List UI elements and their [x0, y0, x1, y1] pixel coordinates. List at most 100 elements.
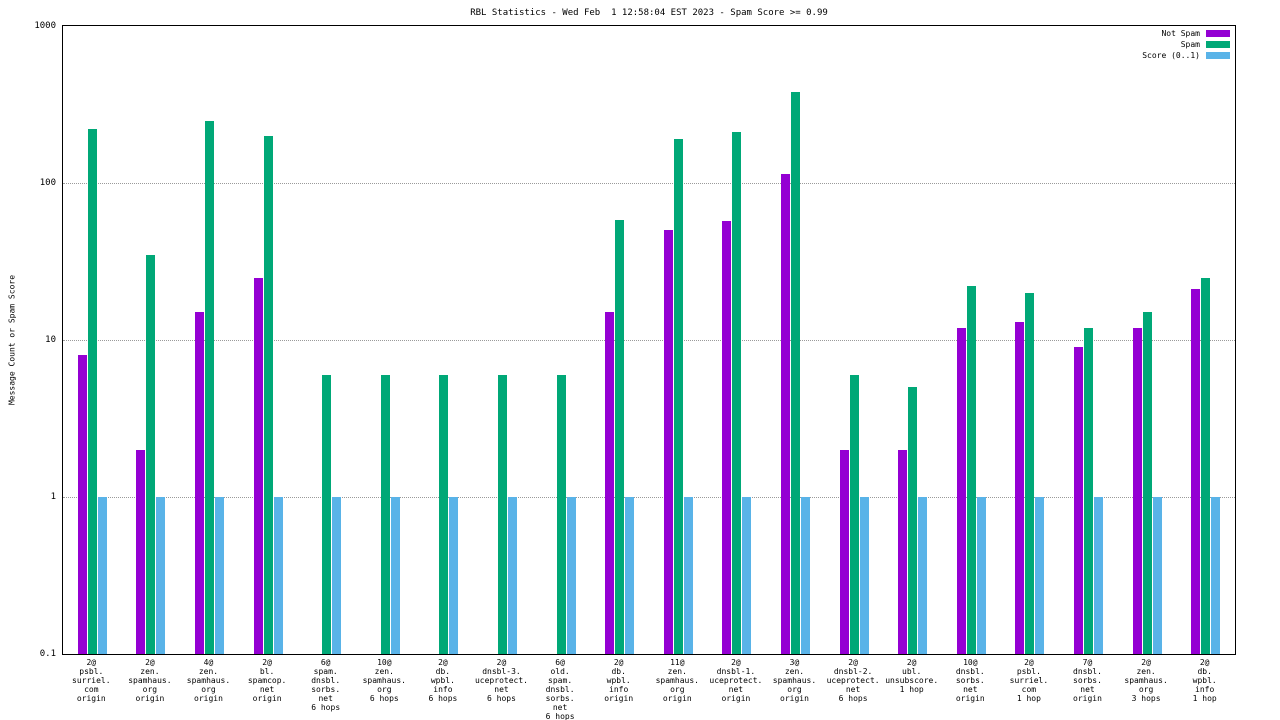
- x-axis-label-line: 2@: [496, 658, 507, 667]
- bar-not-spam: [1015, 322, 1025, 654]
- x-axis-label-line: db.: [611, 667, 626, 676]
- bar-spam: [1084, 327, 1093, 654]
- x-axis-category-label: 2@ psbl. surriel. com 1 hop: [1000, 658, 1059, 703]
- bar-not-spam: [898, 449, 908, 654]
- bar-spam: [732, 132, 742, 654]
- x-axis-label-line: net: [552, 703, 568, 712]
- bar-spam: [498, 374, 507, 654]
- x-axis-label-line: psbl.: [1016, 667, 1041, 676]
- x-axis-label-line: org: [377, 685, 392, 694]
- x-axis-category-label: 2@ zen. spamhaus. org origin: [121, 658, 180, 703]
- bar-score-0-1: [918, 497, 928, 654]
- x-axis-category-label: 2@ db. wpbl. info 1 hop: [1175, 658, 1234, 703]
- x-axis-label-line: zen.: [374, 667, 394, 676]
- x-axis-label-line: wpbl.: [1192, 676, 1217, 685]
- x-axis-label-line: surriel.: [72, 676, 111, 685]
- x-axis-label-line: 2@: [906, 658, 917, 667]
- x-axis-category-label: 3@ zen. spamhaus. org origin: [765, 658, 824, 703]
- bar-spam: [966, 286, 976, 654]
- bar-not-spam: [77, 355, 87, 654]
- bar-not-spam: [1191, 289, 1201, 654]
- x-axis-category-label: 2@ dnsbl-1. uceprotect. net origin: [707, 658, 766, 703]
- x-axis-label-line: com: [84, 685, 99, 694]
- x-axis-label-line: com: [1021, 685, 1037, 694]
- x-axis-label-line: 4@: [203, 658, 214, 667]
- legend: Not Spam Spam Score (0..1): [1142, 29, 1230, 60]
- x-axis-label-line: spamhaus.: [186, 676, 231, 685]
- x-axis-label-line: bl.: [259, 667, 275, 676]
- x-axis-label-line: zen.: [784, 667, 805, 676]
- bar-score-0-1: [1211, 497, 1221, 654]
- x-axis-label-line: net: [728, 685, 744, 694]
- bar-spam: [791, 92, 800, 654]
- x-axis-label-line: surriel.: [1009, 676, 1049, 685]
- x-axis-label-line: net: [845, 685, 861, 694]
- bar-spam: [205, 120, 214, 654]
- bar-score-0-1: [156, 497, 166, 654]
- bar-score-0-1: [683, 497, 693, 654]
- bar-score-0-1: [1035, 497, 1045, 654]
- bar-score-0-1: [332, 497, 342, 654]
- x-axis-label-line: sorbs.: [955, 676, 985, 685]
- bar-not-spam: [1132, 327, 1142, 654]
- x-axis-label-line: psbl.: [79, 667, 104, 676]
- x-axis-label-line: db.: [435, 667, 451, 676]
- bar-not-spam: [956, 327, 966, 654]
- bar-score-0-1: [273, 497, 283, 654]
- x-axis-label-line: 6@: [320, 658, 331, 667]
- x-axis-label-line: spamcop.: [247, 676, 287, 685]
- x-axis-label-line: 2@: [1024, 658, 1034, 667]
- x-axis-label-line: 3@: [789, 658, 800, 667]
- bar-spam: [380, 374, 390, 654]
- x-axis-category-label: 6@ spam. dnsbl. sorbs. net 6 hops: [296, 658, 355, 712]
- legend-swatch: [1206, 41, 1230, 48]
- bar-not-spam: [781, 173, 790, 654]
- x-axis-label-line: spamhaus.: [362, 676, 406, 685]
- bar-not-spam: [839, 449, 849, 654]
- x-axis-label-line: spamhaus.: [772, 676, 817, 685]
- x-axis-label-line: wpbl.: [606, 676, 631, 685]
- bar-score-0-1: [625, 497, 635, 654]
- x-axis-label-line: zen.: [1136, 667, 1156, 676]
- x-axis-label-line: origin: [194, 694, 223, 703]
- bar-score-0-1: [566, 497, 576, 654]
- x-axis-label-line: spam.: [313, 667, 338, 676]
- plot-area: [62, 25, 1236, 655]
- x-axis-label-line: net: [1080, 685, 1095, 694]
- y-tick-label: 1000: [34, 21, 56, 31]
- x-axis-label-line: 1 hop: [1016, 694, 1041, 703]
- bar-not-spam: [605, 312, 615, 654]
- x-axis-label-line: 2@: [86, 658, 97, 667]
- x-axis-label-line: unsubscore.: [885, 676, 939, 685]
- x-axis-category-label: 2@ psbl. surriel. com origin: [62, 658, 121, 703]
- x-axis-label-line: dnsbl-2.: [833, 667, 873, 676]
- x-axis-label-line: zen.: [198, 667, 219, 676]
- x-axis-label-line: zen.: [667, 667, 687, 676]
- bar-score-0-1: [390, 497, 400, 654]
- bar-spam: [849, 374, 859, 654]
- gridline: [63, 340, 1235, 341]
- x-axis-label-line: 1 hop: [899, 685, 924, 694]
- bar-not-spam: [722, 221, 732, 654]
- x-axis-label-line: dnsbl-3.: [482, 667, 521, 676]
- x-axis-label-line: net: [259, 685, 275, 694]
- bar-score-0-1: [742, 497, 752, 654]
- x-axis-label-line: dnsbl.: [955, 667, 985, 676]
- x-axis-label-line: 2@: [731, 658, 741, 667]
- y-tick-label: 100: [39, 178, 56, 188]
- x-axis-category-label: 11@ zen. spamhaus. org origin: [648, 658, 707, 703]
- x-axis-label-line: origin: [780, 694, 809, 703]
- y-tick-label: 1: [50, 492, 56, 502]
- bar-spam: [615, 220, 625, 654]
- x-axis-label-line: 6 hops: [838, 694, 868, 703]
- bar-spam: [1201, 277, 1211, 654]
- x-axis-label-line: info: [609, 685, 629, 694]
- x-axis-label-line: info: [433, 685, 453, 694]
- x-axis-label-line: 2@: [438, 658, 448, 667]
- legend-label: Not Spam: [1161, 29, 1200, 38]
- bar-score-0-1: [1094, 497, 1103, 654]
- x-axis-category-label: 10@ dnsbl. sorbs. net origin: [941, 658, 1000, 703]
- x-axis-label-line: 10@: [377, 658, 392, 667]
- x-axis-label-line: origin: [721, 694, 751, 703]
- legend-item: Score (0..1): [1142, 51, 1230, 60]
